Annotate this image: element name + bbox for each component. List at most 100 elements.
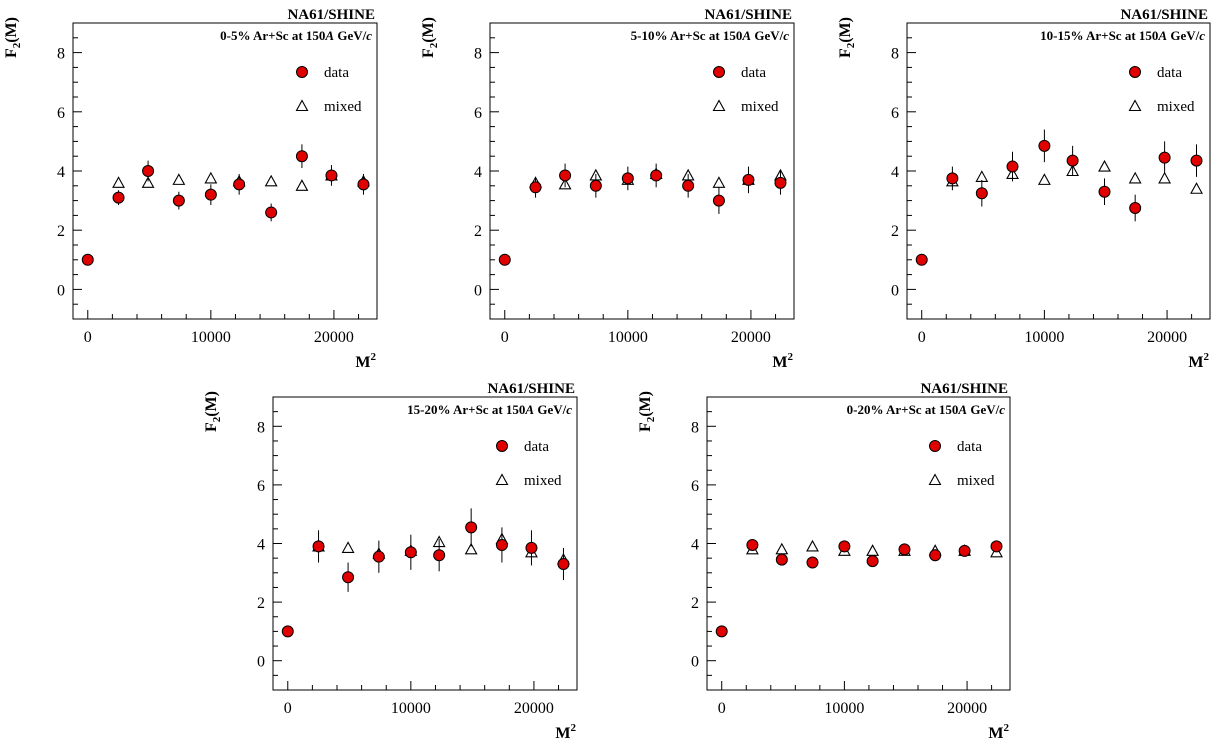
mixed-point <box>990 545 1003 558</box>
panel-1: 0 2 4 6 8 0 10000 20000 NA61/SHINE 0-5% Ar+Sc at … <box>3 7 378 371</box>
x-axis-label: M2 <box>772 351 793 371</box>
legend-mixed-marker <box>712 99 726 112</box>
y-tick-label: 4 <box>257 537 265 554</box>
x-tick-label: 10000 <box>1024 329 1064 346</box>
legend-mixed-marker <box>1128 99 1142 112</box>
y-tick-label: 2 <box>691 595 699 612</box>
y-tick-label: 2 <box>474 223 482 240</box>
legend-data-marker <box>1129 66 1141 78</box>
condition-label: 15-20% Ar+Sc at 150A GeV/c <box>407 402 572 417</box>
x-axis-label: M2 <box>988 722 1009 742</box>
data-point <box>433 549 446 562</box>
y-axis-label-sub: 2 <box>845 42 857 48</box>
y-axis-label-sub: 2 <box>11 42 23 48</box>
legend-mixed-label: mixed <box>741 99 779 115</box>
y-tick-label: 4 <box>691 537 699 554</box>
data-point <box>342 571 355 584</box>
condition-text: 15-20% Ar+Sc at 150 <box>407 402 525 417</box>
x-axis-label: M2 <box>555 722 576 742</box>
y-tick-label: 8 <box>474 46 482 63</box>
data-point <box>650 169 663 182</box>
data-point <box>233 178 246 191</box>
y-axis-label: F2(M) <box>637 391 657 432</box>
y-tick-label: 0 <box>57 282 65 299</box>
condition-c: c <box>366 28 372 43</box>
y-axis-label-suffix: (M) <box>837 17 854 43</box>
y-tick-label: 0 <box>691 654 699 671</box>
legend-mixed-marker <box>495 473 509 486</box>
x-tick-label: 0 <box>84 329 92 346</box>
condition-unit: GeV/ <box>534 402 567 417</box>
mixed-point <box>1158 171 1172 184</box>
condition-a: A <box>1157 28 1167 43</box>
x-tick-label: 0 <box>718 700 726 717</box>
y-tick-label: 8 <box>57 46 65 63</box>
legend-mixed-marker <box>295 99 309 112</box>
data-point <box>712 194 725 207</box>
legend-mixed-label: mixed <box>1157 99 1195 115</box>
x-tick-label: 10000 <box>608 329 648 346</box>
legend-mixed-label: mixed <box>324 99 362 115</box>
legend-data-label: data <box>324 65 349 81</box>
x-tick-label: 10000 <box>191 329 231 346</box>
legend-data-label: data <box>741 65 766 81</box>
condition-a: A <box>741 28 751 43</box>
y-axis-label-sub: 2 <box>645 416 657 422</box>
data-point <box>621 172 634 185</box>
x-axis-label-sup: 2 <box>371 351 377 363</box>
y-axis-label-f: F <box>3 48 20 58</box>
panel-3: 0 2 4 6 8 0 10000 20000 NA61/SHINE 10-15% Ar+Sc a… <box>837 7 1211 371</box>
y-tick-label: 6 <box>257 478 265 495</box>
data-point <box>975 187 988 200</box>
condition-a: A <box>957 402 967 417</box>
x-axis-label-m: M <box>988 725 1003 742</box>
data-point <box>404 546 417 559</box>
condition-unit: GeV/ <box>334 28 367 43</box>
data-point <box>866 555 879 568</box>
data-point <box>295 150 308 163</box>
condition-label: 0-20% Ar+Sc at 150A GeV/c <box>847 402 1006 417</box>
data-point <box>958 544 971 557</box>
legend-data-marker <box>713 66 725 78</box>
y-tick-label: 0 <box>891 282 899 299</box>
data-point <box>1006 160 1019 173</box>
x-tick-label: 20000 <box>514 700 554 717</box>
y-tick-label: 8 <box>891 46 899 63</box>
condition-text: 0-5% Ar+Sc at 150 <box>220 28 325 43</box>
data-point <box>1129 202 1142 214</box>
x-axis-label-m: M <box>1188 354 1203 371</box>
y-tick-label: 6 <box>57 105 65 122</box>
y-axis-label: F2(M) <box>3 17 23 58</box>
y-axis-label-f: F <box>637 422 654 432</box>
data-point <box>281 625 294 638</box>
condition-unit: GeV/ <box>967 402 1000 417</box>
mixed-point <box>1037 173 1051 185</box>
condition-label: 0-5% Ar+Sc at 150A GeV/c <box>220 28 372 43</box>
panel-2: 0 2 4 6 8 0 10000 20000 NA61/SHINE 5-10% Ar+Sc at… <box>420 7 795 371</box>
data-point <box>265 206 278 219</box>
y-axis-label-f: F <box>203 422 220 432</box>
mixed-point <box>806 539 819 552</box>
condition-c: c <box>783 28 789 43</box>
y-axis-label-sub: 2 <box>428 42 440 48</box>
y-axis-label-f: F <box>420 48 437 58</box>
data-point <box>557 558 570 571</box>
data-point <box>990 540 1003 553</box>
experiment-label: NA61/SHINE <box>1120 7 1208 23</box>
experiment-label: NA61/SHINE <box>287 7 375 23</box>
condition-text: 0-20% Ar+Sc at 150 <box>847 402 959 417</box>
y-axis-label-sub: 2 <box>211 416 223 422</box>
mixed-point <box>341 541 355 553</box>
data-point <box>495 538 508 551</box>
mixed-point <box>1190 182 1203 194</box>
condition-text: 5-10% Ar+Sc at 150 <box>631 28 743 43</box>
data-point <box>915 253 928 266</box>
legend-data-label: data <box>957 439 982 455</box>
mixed-point <box>558 177 572 190</box>
data-point <box>715 625 728 638</box>
data-point <box>559 169 572 182</box>
mixed-point <box>866 544 880 556</box>
data-point <box>498 253 511 266</box>
y-tick-label: 2 <box>57 223 65 240</box>
